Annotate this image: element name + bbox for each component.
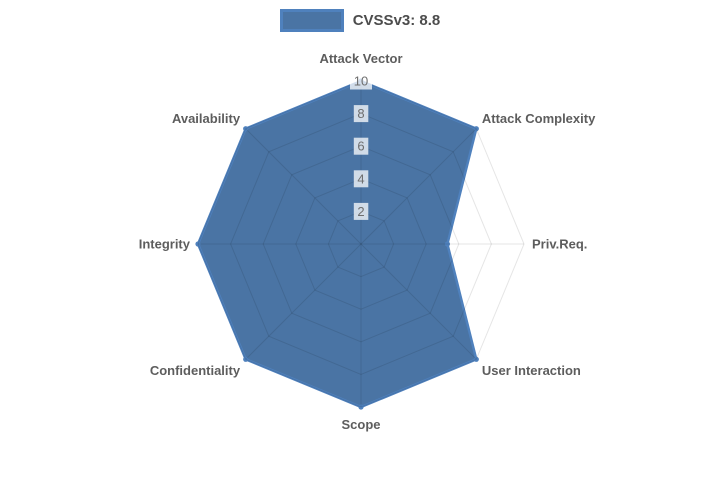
tick-backdrop-10 — [350, 72, 372, 90]
grid-spoke-7 — [245, 128, 362, 245]
data-point-1 — [473, 126, 479, 132]
grid-ring-6 — [262, 145, 460, 343]
axis-label-user-interaction: User Interaction — [482, 363, 581, 378]
legend-swatch — [279, 9, 344, 32]
axis-label-priv-req: Priv.Req. — [532, 237, 587, 252]
axis-label-integrity: Integrity — [139, 237, 191, 252]
data-point-2 — [444, 241, 450, 247]
legend-label: CVSSv3: 8.8 — [352, 12, 441, 29]
tick-backdrop-8 — [353, 105, 369, 123]
grid-spoke-5 — [245, 243, 362, 360]
tick-backdrop-6 — [353, 137, 369, 155]
axis-label-availability: Availability — [172, 111, 241, 126]
tick-backdrop-2 — [353, 202, 369, 220]
tick-backdrop-4 — [353, 170, 369, 188]
grid-ring-2 — [327, 210, 395, 278]
grid-spoke-1 — [360, 128, 477, 245]
tick-label-10: 10 — [354, 74, 368, 89]
grid-spoke-3 — [360, 243, 477, 360]
grid-ring-4 — [295, 178, 427, 310]
tick-label-8: 8 — [357, 106, 364, 121]
axis-label-confidentiality: Confidentiality — [150, 363, 241, 378]
legend-item-cvssv3[interactable]: CVSSv3: 8.8 — [279, 9, 441, 32]
data-point-6 — [195, 241, 201, 247]
data-point-7 — [243, 126, 249, 132]
data-point-3 — [473, 356, 479, 362]
axis-label-attack-complexity: Attack Complexity — [482, 111, 596, 126]
tick-label-4: 4 — [357, 171, 364, 186]
chart-legend: CVSSv3: 8.8 — [0, 9, 720, 32]
axis-label-scope: Scope — [341, 417, 380, 432]
data-point-5 — [243, 356, 249, 362]
axis-label-attack-vector: Attack Vector — [319, 51, 402, 66]
grid-ring-10 — [197, 80, 525, 408]
tick-label-2: 2 — [357, 204, 364, 219]
grid-ring-8 — [230, 113, 492, 375]
tick-label-6: 6 — [357, 139, 364, 154]
data-point-4 — [358, 404, 364, 410]
